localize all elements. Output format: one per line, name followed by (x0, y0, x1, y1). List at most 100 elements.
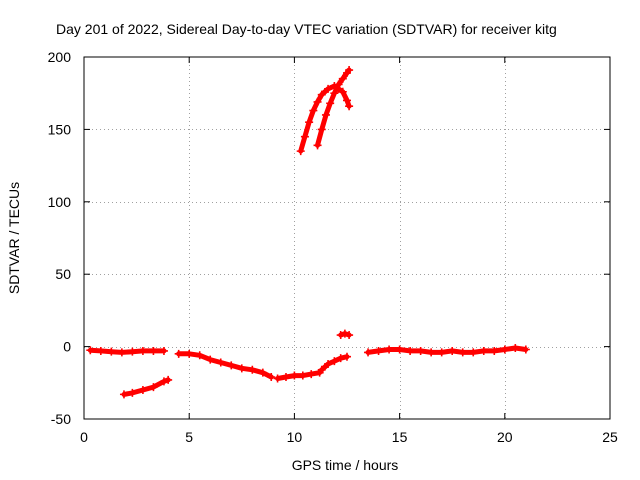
data-point (490, 346, 499, 355)
series-valley (273, 368, 324, 383)
data-point (437, 348, 446, 357)
series-trace (315, 67, 352, 148)
data-point (324, 84, 333, 93)
y-tick-label: 0 (63, 339, 71, 355)
chart-title: Day 201 of 2022, Sidereal Day-to-day VTE… (56, 21, 557, 37)
data-point (313, 97, 322, 106)
data-point (86, 346, 95, 355)
data-point (521, 345, 530, 354)
data-point (313, 141, 322, 150)
data-point (317, 365, 326, 374)
x-tick-label: 10 (287, 429, 303, 445)
data-point (330, 89, 339, 98)
data-point (343, 96, 351, 105)
y-tick-label: 200 (48, 49, 72, 65)
data-point (300, 132, 309, 141)
data-point (340, 329, 349, 338)
data-point (309, 106, 318, 115)
data-point (216, 358, 225, 367)
data-point (317, 125, 326, 134)
series-morning-descent (174, 349, 276, 382)
series-noon-rise (317, 352, 351, 374)
y-axis-label: SDTVAR / TECUs (6, 182, 22, 294)
series-trace (176, 351, 274, 380)
data-point (427, 348, 436, 357)
series-trace (365, 345, 529, 355)
x-tick-label: 15 (392, 429, 408, 445)
data-point (326, 99, 335, 108)
series-early-band (86, 346, 168, 357)
data-point (227, 361, 236, 370)
data-point (107, 347, 116, 356)
data-point (338, 74, 347, 83)
data-point (458, 348, 467, 357)
series-high-arc-2 (313, 66, 354, 150)
data-point (128, 347, 137, 356)
y-tick-label: 50 (55, 266, 71, 282)
data-point (307, 370, 316, 379)
data-point (395, 345, 404, 354)
y-tick-label: -50 (51, 411, 71, 427)
x-axis-label: GPS time / hours (292, 457, 399, 473)
series-high-arc-1 (296, 81, 354, 156)
x-tick-label: 20 (497, 429, 513, 445)
data-point (273, 374, 282, 383)
data-point (237, 364, 246, 373)
series-noon-spike (336, 329, 354, 340)
data-point (281, 373, 290, 382)
data-point (334, 80, 343, 89)
data-points (86, 66, 530, 399)
data-point (364, 348, 373, 357)
data-point (345, 102, 354, 111)
data-point (321, 110, 330, 119)
data-point (511, 344, 520, 353)
data-point (159, 377, 168, 386)
data-point (500, 345, 509, 354)
x-tick-label: 5 (185, 429, 193, 445)
data-point (248, 365, 257, 374)
data-point (267, 373, 276, 382)
data-point (345, 331, 354, 340)
data-point (385, 345, 394, 354)
data-point (164, 375, 173, 384)
grid (84, 57, 610, 419)
data-point (469, 348, 478, 357)
data-point (374, 346, 383, 355)
data-point (448, 346, 457, 355)
data-point (479, 346, 488, 355)
data-point (149, 383, 158, 392)
data-point (138, 386, 147, 395)
data-point (119, 390, 128, 399)
x-tick-label: 25 (602, 429, 618, 445)
data-point (117, 348, 126, 357)
data-point (149, 346, 158, 355)
data-point (185, 349, 194, 358)
data-point (290, 371, 299, 380)
data-point (338, 87, 347, 96)
data-point (96, 346, 105, 355)
data-point (128, 388, 137, 397)
y-tick-label: 100 (48, 194, 72, 210)
data-point (330, 357, 339, 366)
data-point (305, 118, 314, 127)
plot-frame (83, 56, 611, 420)
series-afternoon-band (364, 344, 530, 357)
data-point (416, 346, 425, 355)
data-point (159, 346, 168, 355)
data-point (195, 351, 204, 360)
data-point (258, 368, 267, 377)
data-point (336, 354, 345, 363)
data-point (336, 331, 345, 340)
data-point (296, 147, 305, 156)
data-point (343, 352, 351, 361)
axis-ticks: 0 5 10 15 20 25 -50 0 50 100 150 200 (48, 49, 618, 445)
data-point (324, 359, 333, 368)
y-tick-label: 150 (48, 121, 72, 137)
data-point (206, 355, 215, 364)
data-point (138, 346, 147, 355)
data-point (298, 371, 307, 380)
data-point (174, 349, 183, 358)
series-early-low-arc (119, 375, 173, 399)
data-point (406, 346, 415, 355)
